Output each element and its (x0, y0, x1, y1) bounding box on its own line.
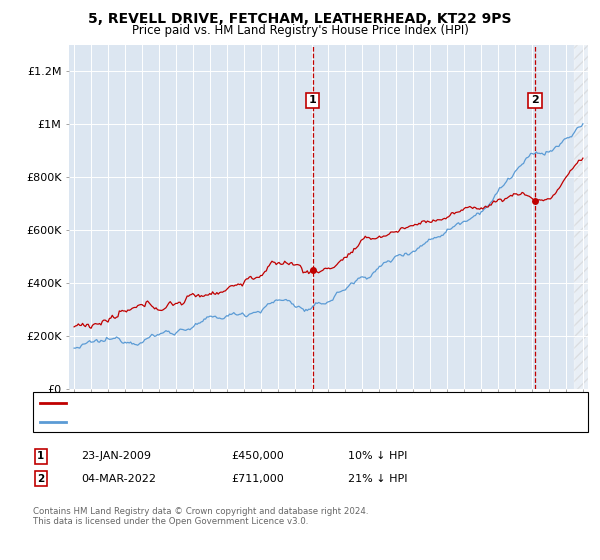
Text: Contains HM Land Registry data © Crown copyright and database right 2024.
This d: Contains HM Land Registry data © Crown c… (33, 507, 368, 526)
Bar (574, 45, 588, 389)
Text: 04-MAR-2022: 04-MAR-2022 (81, 474, 156, 484)
Text: 5, REVELL DRIVE, FETCHAM, LEATHERHEAD, KT22 9PS (detached house): 5, REVELL DRIVE, FETCHAM, LEATHERHEAD, K… (70, 398, 430, 408)
Text: HPI: Average price, detached house, Mole Valley: HPI: Average price, detached house, Mole… (70, 417, 311, 427)
Text: 1: 1 (37, 451, 44, 461)
Bar (574, 45, 588, 389)
Text: 5, REVELL DRIVE, FETCHAM, LEATHERHEAD, KT22 9PS: 5, REVELL DRIVE, FETCHAM, LEATHERHEAD, K… (88, 12, 512, 26)
Text: Price paid vs. HM Land Registry's House Price Index (HPI): Price paid vs. HM Land Registry's House … (131, 24, 469, 36)
Text: 1: 1 (309, 95, 317, 105)
Text: 2: 2 (37, 474, 44, 484)
Text: 10% ↓ HPI: 10% ↓ HPI (348, 451, 407, 461)
Text: £711,000: £711,000 (231, 474, 284, 484)
Text: 21% ↓ HPI: 21% ↓ HPI (348, 474, 407, 484)
Text: 2: 2 (531, 95, 539, 105)
Bar (574, 45, 588, 389)
Text: £450,000: £450,000 (231, 451, 284, 461)
Text: 23-JAN-2009: 23-JAN-2009 (81, 451, 151, 461)
